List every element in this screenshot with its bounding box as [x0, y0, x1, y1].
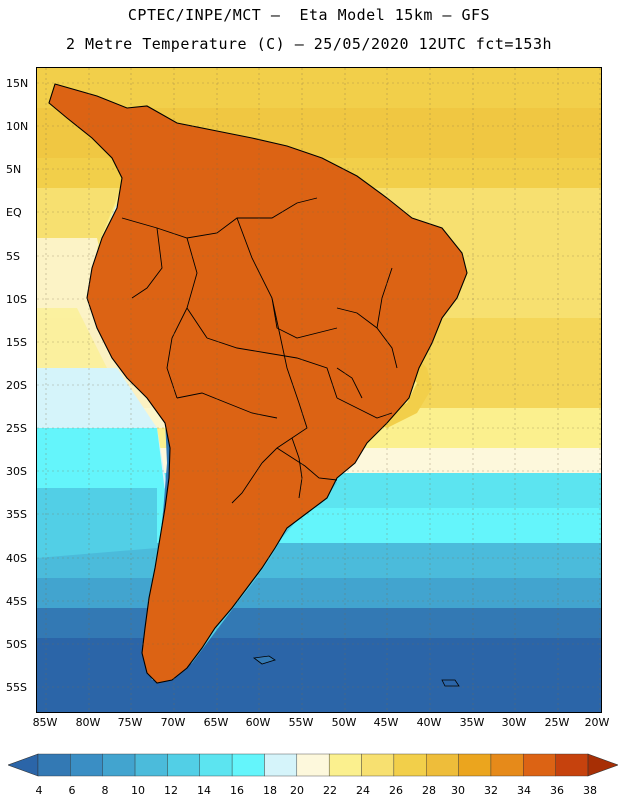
colorbar-cell [555, 753, 589, 777]
lat-label-25s: 25S [6, 422, 27, 435]
lat-label-5s: 5S [6, 250, 20, 263]
lon-label-45w: 45W [373, 716, 399, 729]
colorbar-label-36: 36 [550, 784, 564, 797]
colorbar-cell [458, 753, 492, 777]
lon-label-65w: 65W [203, 716, 229, 729]
lat-label-10n: 10N [6, 120, 29, 133]
lon-label-55w: 55W [288, 716, 314, 729]
lon-label-60w: 60W [245, 716, 271, 729]
colorbar-cell [523, 753, 556, 777]
colorbar-cell [231, 753, 265, 777]
lat-label-35s: 35S [6, 508, 27, 521]
colorbar-cell [426, 753, 459, 777]
colorbar-label-32: 32 [484, 784, 498, 797]
lon-label-50w: 50W [331, 716, 357, 729]
colorbar-label-22: 22 [323, 784, 337, 797]
lon-label-35w: 35W [459, 716, 485, 729]
lat-label-40s: 40S [6, 552, 27, 565]
colorbar-cell [70, 753, 103, 777]
colorbar-label-16: 16 [230, 784, 244, 797]
lat-label-20s: 20S [6, 379, 27, 392]
lon-label-40w: 40W [416, 716, 442, 729]
colorbar-label-38: 38 [583, 784, 597, 797]
lon-label-70w: 70W [160, 716, 186, 729]
colorbar-cell [134, 753, 168, 777]
map-title: CPTEC/INPE/MCT – Eta Model 15km – GFS [127, 6, 491, 24]
colorbar-label-18: 18 [263, 784, 277, 797]
lat-label-15s: 15S [6, 336, 27, 349]
colorbar-label-28: 28 [422, 784, 436, 797]
colorbar-arrow-low [8, 753, 39, 777]
colorbar-label-34: 34 [517, 784, 531, 797]
colorbar-cell [264, 753, 298, 777]
colorbar-cell [167, 753, 200, 777]
colorbar-label-8: 8 [101, 784, 109, 797]
colorbar-cell [393, 753, 427, 777]
colorbar-cell [296, 753, 330, 777]
lon-label-80w: 80W [75, 716, 101, 729]
colorbar-label-12: 12 [164, 784, 178, 797]
lon-label-20w: 20W [584, 716, 610, 729]
colorbar-cell [199, 753, 233, 777]
colorbar-label-24: 24 [356, 784, 370, 797]
colorbar-label-26: 26 [389, 784, 403, 797]
colorbar-label-4: 4 [35, 784, 43, 797]
colorbar-label-30: 30 [451, 784, 465, 797]
temperature-map[interactable] [36, 67, 602, 713]
colorbar-label-20: 20 [290, 784, 304, 797]
lat-label-5n: 5N [6, 163, 22, 176]
lat-label-50s: 50S [6, 638, 27, 651]
colorbar-cell [490, 753, 524, 777]
map-canvas [37, 68, 601, 712]
lat-label-30s: 30S [6, 465, 27, 478]
lat-label-10s: 10S [6, 293, 27, 306]
lon-label-25w: 25W [544, 716, 570, 729]
colorbar-label-6: 6 [68, 784, 76, 797]
colorbar-label-14: 14 [197, 784, 211, 797]
lat-label-45s: 45S [6, 595, 27, 608]
colorbar-arrow-high [587, 753, 618, 777]
colorbar-cell [361, 753, 395, 777]
lon-label-85w: 85W [32, 716, 58, 729]
lon-label-30w: 30W [501, 716, 527, 729]
lat-label-eq: EQ [6, 206, 22, 219]
colorbar-cell [328, 753, 362, 777]
colorbar-cell [37, 753, 71, 777]
lat-label-15n: 15N [6, 77, 29, 90]
lon-label-75w: 75W [117, 716, 143, 729]
lat-label-55s: 55S [6, 681, 27, 694]
colorbar-cell [102, 753, 136, 777]
map-subtitle: 2 Metre Temperature (C) – 25/05/2020 12U… [65, 35, 553, 53]
temperature-colorbar [8, 753, 618, 777]
colorbar-label-10: 10 [131, 784, 145, 797]
